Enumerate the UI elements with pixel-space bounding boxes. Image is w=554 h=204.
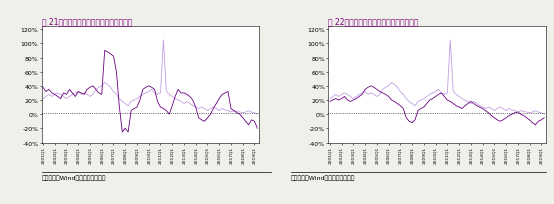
Text: 图 22：住宅竞工面积与家居行业收入对比: 图 22：住宅竞工面积与家居行业收入对比: [329, 17, 419, 26]
Text: 资料来源：Wind，光大证券研究所: 资料来源：Wind，光大证券研究所: [291, 175, 355, 181]
Text: 图 21：住宅销售面积与家居行业收入对比: 图 21：住宅销售面积与家居行业收入对比: [42, 17, 132, 26]
Text: 资料来源：Wind，光大证券研究所: 资料来源：Wind，光大证券研究所: [42, 175, 106, 181]
